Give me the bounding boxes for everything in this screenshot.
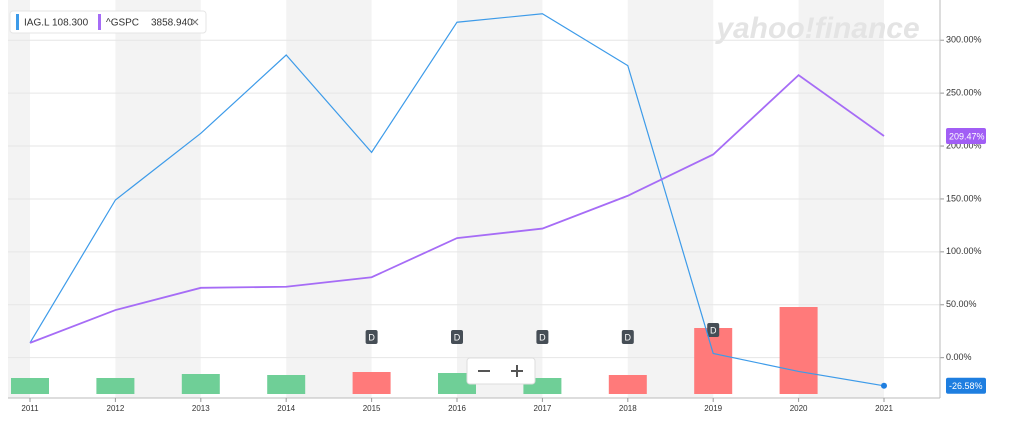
watermark: yahoo!finance xyxy=(714,12,919,45)
value-label: -26.58% xyxy=(949,381,983,391)
x-tick-label: 2020 xyxy=(790,404,808,413)
volume-bar xyxy=(181,374,220,394)
dividend-label: D xyxy=(710,325,717,335)
legend-name: ^GSPC xyxy=(106,18,139,29)
volume-bar xyxy=(352,372,391,394)
dividend-marker xyxy=(707,323,720,337)
dividend-marker xyxy=(621,330,634,344)
dividend-marker xyxy=(536,330,549,344)
legend-swatch xyxy=(16,14,19,30)
value-label: 209.47% xyxy=(949,131,985,141)
dividend-label: D xyxy=(454,332,461,342)
volume-bar xyxy=(694,328,733,394)
x-tick-label: 2014 xyxy=(277,404,295,413)
y-tick-label: 150.00% xyxy=(946,193,982,203)
legend-name: IAG.L xyxy=(24,18,50,29)
x-tick-label: 2012 xyxy=(107,404,125,413)
legend-box xyxy=(9,10,207,34)
last-point xyxy=(881,382,887,389)
series-line xyxy=(29,73,885,344)
legend-price: 3858.940 xyxy=(151,18,193,29)
volume-bar xyxy=(96,378,135,394)
x-tick-label: 2018 xyxy=(619,404,637,413)
x-tick-label: 2017 xyxy=(534,404,552,413)
y-tick-label: 50.00% xyxy=(946,299,977,309)
legend-close[interactable] xyxy=(191,18,199,26)
volume-bar xyxy=(11,378,49,394)
x-tick-label: 2013 xyxy=(192,404,210,413)
y-tick-label: 200.00% xyxy=(946,140,982,150)
series-line xyxy=(29,13,885,387)
y-tick-label: 0.00% xyxy=(946,352,972,362)
dividend-label: D xyxy=(625,332,632,342)
dividend-label: D xyxy=(368,332,375,342)
x-tick-label: 2016 xyxy=(448,404,466,413)
volume-bar xyxy=(608,375,647,394)
x-tick-label: 2015 xyxy=(363,404,381,413)
volume-bar xyxy=(779,307,818,394)
zoom-box[interactable] xyxy=(466,357,536,385)
legend-price: 108.300 xyxy=(52,18,89,29)
volume-bar xyxy=(267,375,306,394)
y-tick-label: 100.00% xyxy=(946,246,982,256)
x-tick-label: 2019 xyxy=(704,404,722,413)
x-tick-label: 2021 xyxy=(875,404,893,413)
dividend-marker xyxy=(451,330,463,344)
value-badge xyxy=(946,377,986,394)
dividend-label: D xyxy=(539,332,546,342)
dividend-marker xyxy=(365,330,378,344)
y-tick-label: 250.00% xyxy=(946,87,982,97)
y-tick-label: 300.00% xyxy=(946,35,982,45)
legend-swatch xyxy=(98,14,101,30)
value-badge xyxy=(946,128,986,145)
x-tick-label: 2011 xyxy=(21,404,39,413)
